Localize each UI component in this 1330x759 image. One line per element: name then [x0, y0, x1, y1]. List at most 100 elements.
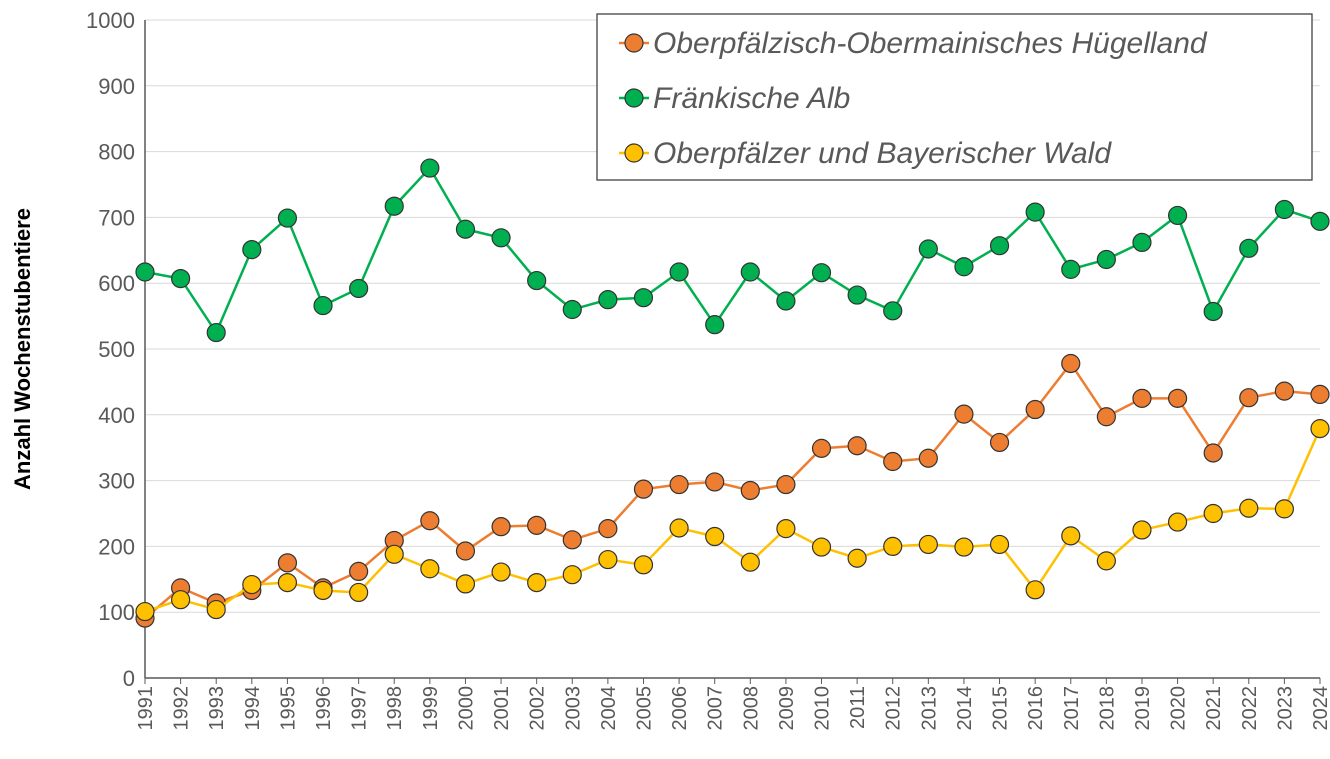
- marker: [1025, 580, 1045, 600]
- x-tick-label: 2003: [562, 686, 584, 731]
- marker: [349, 278, 369, 299]
- x-tick-label: 2007: [705, 686, 727, 731]
- x-tick-label: 2008: [740, 686, 762, 731]
- marker: [1132, 520, 1152, 540]
- marker: [776, 519, 796, 539]
- marker: [954, 404, 974, 424]
- x-tick-label: 2006: [669, 686, 691, 731]
- marker: [1096, 551, 1116, 571]
- x-tick-label: 2012: [883, 686, 905, 731]
- marker: [989, 534, 1010, 555]
- marker: [918, 448, 938, 468]
- marker: [811, 263, 832, 283]
- marker: [847, 548, 867, 568]
- x-tick-label: 1995: [277, 686, 299, 731]
- marker: [562, 299, 582, 320]
- x-tick-label: 2000: [455, 686, 477, 731]
- y-tick-label: 600: [98, 271, 135, 296]
- x-tick-label: 2014: [954, 686, 976, 731]
- y-tick-label: 900: [98, 74, 135, 99]
- x-tick-label: 1994: [242, 686, 264, 731]
- x-tick-label: 2002: [527, 686, 549, 731]
- marker: [633, 288, 654, 308]
- x-tick-label: 2016: [1025, 686, 1047, 731]
- marker: [420, 511, 440, 531]
- marker: [1096, 249, 1116, 270]
- marker: [242, 240, 262, 260]
- x-tick-label: 2020: [1168, 686, 1190, 731]
- marker: [1239, 238, 1259, 258]
- marker: [313, 295, 333, 316]
- y-tick-label: 200: [98, 534, 135, 559]
- marker: [1274, 199, 1294, 220]
- marker: [669, 474, 689, 495]
- marker: [847, 285, 867, 305]
- x-tick-label: 2023: [1274, 686, 1296, 731]
- marker: [1203, 443, 1223, 463]
- x-tick-label: 2009: [776, 686, 798, 731]
- marker: [277, 208, 298, 228]
- marker: [1061, 526, 1081, 546]
- legend-marker: [624, 143, 644, 163]
- marker: [954, 537, 974, 557]
- y-tick-label: 0: [123, 666, 135, 691]
- marker: [1239, 388, 1259, 408]
- marker: [1061, 353, 1081, 374]
- marker: [918, 534, 938, 555]
- x-tick-label: 2010: [812, 686, 834, 731]
- x-tick-label: 2024: [1310, 686, 1330, 731]
- marker: [989, 432, 1010, 453]
- y-tick-label: 700: [98, 205, 135, 230]
- marker: [527, 572, 547, 593]
- marker: [349, 561, 369, 582]
- x-tick-label: 2005: [633, 686, 655, 731]
- x-tick-label: 2004: [598, 686, 620, 731]
- x-tick-label: 2022: [1239, 686, 1261, 731]
- marker: [883, 536, 903, 557]
- x-tick-label: 2018: [1096, 686, 1118, 731]
- x-tick-label: 2011: [847, 686, 869, 729]
- marker: [1310, 211, 1330, 231]
- legend-label: Oberpfälzisch-Obermainisches Hügelland: [653, 27, 1208, 60]
- marker: [277, 553, 298, 573]
- legend-box: [596, 13, 1313, 181]
- y-tick-label: 300: [98, 469, 135, 494]
- marker: [883, 451, 903, 472]
- marker: [420, 158, 440, 178]
- marker: [1239, 498, 1259, 518]
- y-tick-label: 500: [98, 337, 135, 362]
- marker: [811, 537, 832, 557]
- marker: [135, 601, 155, 622]
- marker: [171, 268, 191, 289]
- marker: [455, 541, 476, 561]
- marker: [705, 472, 725, 492]
- marker: [847, 436, 867, 456]
- marker: [171, 590, 191, 610]
- marker: [1310, 419, 1330, 439]
- marker: [206, 599, 226, 620]
- marker: [206, 322, 226, 343]
- marker: [633, 555, 654, 575]
- marker: [135, 262, 155, 282]
- marker: [491, 517, 511, 537]
- marker: [705, 315, 725, 335]
- x-tick-label: 2013: [918, 686, 940, 731]
- x-tick-label: 2017: [1061, 686, 1083, 731]
- x-tick-label: 1998: [384, 686, 406, 731]
- marker: [491, 228, 511, 248]
- marker: [918, 239, 938, 259]
- marker: [1167, 388, 1188, 408]
- marker: [527, 270, 547, 291]
- x-tick-label: 1992: [171, 686, 193, 731]
- marker: [562, 530, 582, 550]
- marker: [883, 301, 903, 321]
- marker: [313, 580, 333, 601]
- marker: [1274, 381, 1294, 401]
- marker: [1203, 301, 1223, 322]
- marker: [1132, 388, 1152, 408]
- marker: [1096, 407, 1116, 427]
- marker: [384, 544, 404, 564]
- legend-label: Oberpfälzer und Bayerischer Wald: [653, 137, 1112, 170]
- marker: [384, 196, 404, 216]
